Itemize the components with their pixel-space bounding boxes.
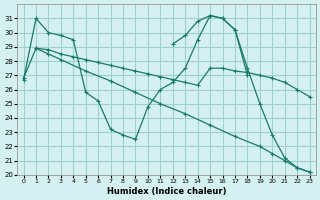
X-axis label: Humidex (Indice chaleur): Humidex (Indice chaleur) [107,187,226,196]
